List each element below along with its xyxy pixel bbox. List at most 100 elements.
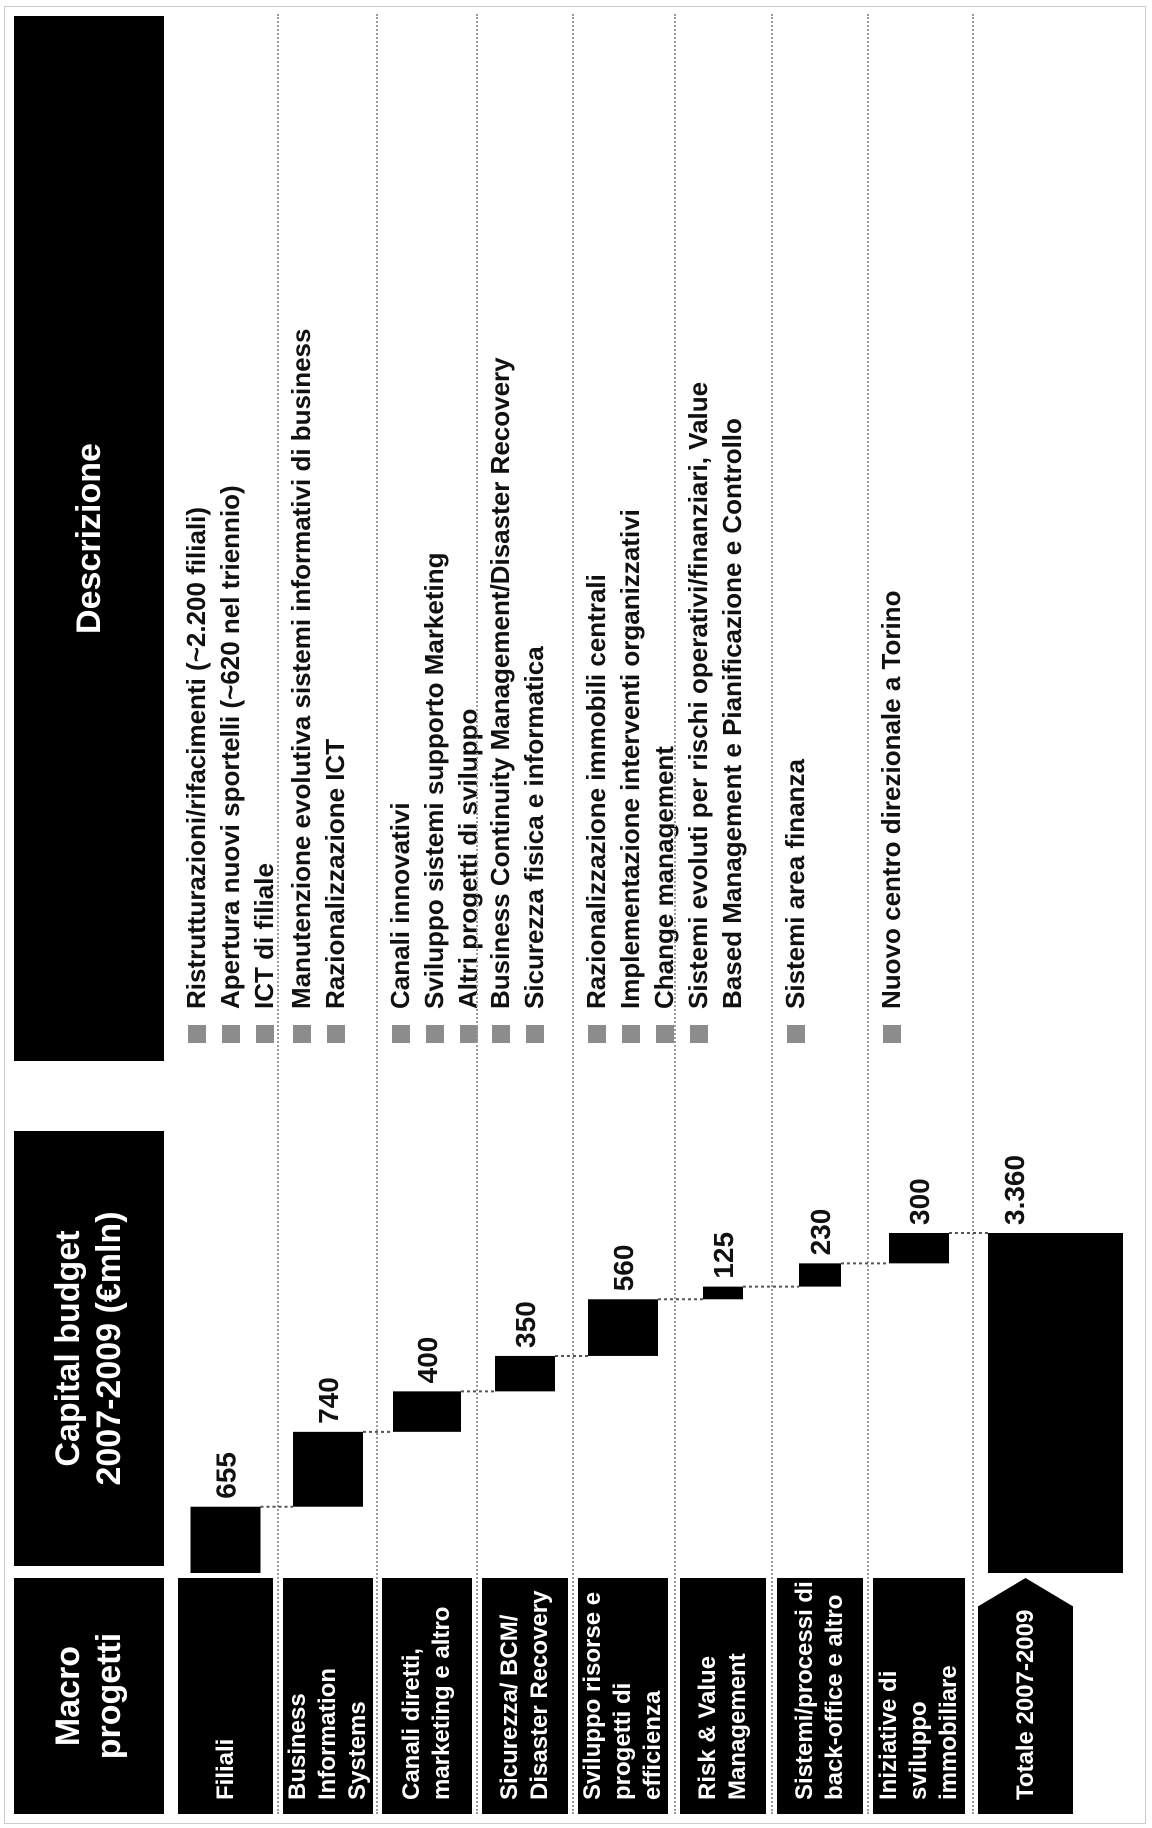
description-text: Change management xyxy=(648,746,679,1009)
description-text: Sistemi area finanza xyxy=(780,759,810,1009)
description-item: Razionalizzazione ICT xyxy=(319,20,353,1043)
description-text: Implementazione interventi organizzativi xyxy=(614,509,645,1009)
description-list: Business Continuity Management/Disaster … xyxy=(484,20,552,1043)
bullet-square-icon xyxy=(392,1025,410,1043)
value-label: 125 xyxy=(708,1232,739,1279)
description-text: Razionalizzazione ICT xyxy=(319,738,350,1009)
description-item: Ristrutturazioni/rifacimenti (~2.200 fil… xyxy=(180,20,214,1043)
bullet-square-icon xyxy=(188,1025,206,1043)
macro-label-line: Totale 2007-2009 xyxy=(1011,1609,1039,1800)
description-text: Manutenzione evolutiva sistemi informati… xyxy=(286,328,316,1009)
header-macro-label: Macro progetti xyxy=(49,1632,128,1760)
value-label: 560 xyxy=(608,1245,639,1292)
waterfall-chart: 655 740 400 350 560 125 230 300 3.360 xyxy=(190,1155,1123,1573)
description-text: Business Continuity Management/Disaster … xyxy=(485,357,515,1009)
description-item: Business Continuity Management/Disaster … xyxy=(484,20,518,1043)
description-text: Based Management e Pianificazione e Cont… xyxy=(716,418,747,1009)
header-capital-budget: Capital budget 2007-2009 (€mln) xyxy=(14,1131,164,1566)
macro-project-label: Business Information Systems xyxy=(283,1578,373,1814)
waterfall-bar xyxy=(799,1263,841,1287)
macro-project-label: Risk & Value Management xyxy=(680,1578,766,1814)
value-label: 350 xyxy=(510,1301,541,1348)
bullet-square-icon xyxy=(883,1025,901,1043)
waterfall-bar xyxy=(393,1391,461,1432)
bullet-square-icon xyxy=(425,1025,444,1043)
macro-project-label: Sicurezza/ BCM/Disaster Recovery xyxy=(482,1578,568,1814)
macro-label-line: Filiali xyxy=(211,1738,239,1800)
header-budget-line1: Capital budget xyxy=(49,1230,88,1467)
bullet-square-icon xyxy=(690,1025,708,1043)
waterfall-bar xyxy=(495,1355,555,1392)
total-bar xyxy=(988,1233,1123,1573)
bullet-square-icon xyxy=(621,1025,640,1043)
description-item: Change management xyxy=(648,20,682,1043)
description-text: Apertura nuovi sportelli (~620 nel trien… xyxy=(214,485,245,1009)
macro-label-line: marketing e altro xyxy=(428,1606,455,1800)
bullet-square-icon xyxy=(459,1025,478,1043)
description-list: Razionalizzazione immobili centrali Imple… xyxy=(580,20,681,1043)
macro-total-label: Totale 2007-2009 xyxy=(978,1578,1073,1814)
waterfall-bar xyxy=(703,1286,743,1300)
description-item: Canali innovativi xyxy=(384,20,418,1043)
description-list: Sistemi evoluti per rischi operativi/fin… xyxy=(682,20,750,1043)
macro-label-line: immobiliare xyxy=(935,1665,962,1800)
description-text: Altri progetti di sviluppo xyxy=(452,708,483,1009)
description-text: Razionalizzazione immobili centrali xyxy=(581,574,611,1009)
macro-label-line: Sistemi/processi di xyxy=(791,1581,818,1800)
macro-label-line: Disaster Recovery xyxy=(526,1590,553,1800)
waterfall-bar xyxy=(293,1431,363,1507)
bullet-square-icon xyxy=(221,1025,240,1043)
value-label: 300 xyxy=(904,1178,935,1225)
waterfall-bar xyxy=(588,1299,658,1356)
description-item: Sistemi area finanza xyxy=(779,20,813,1043)
macro-project-label: Sistemi/processi di back-office e altro xyxy=(777,1578,863,1814)
macro-project-label: Canali diretti, marketing e altro xyxy=(382,1578,472,1814)
macro-project-label: Sviluppo risorse e progetti di efficienza xyxy=(578,1578,668,1814)
bullet-square-icon xyxy=(525,1025,544,1043)
value-label: 400 xyxy=(412,1337,443,1384)
value-label: 655 xyxy=(211,1452,242,1499)
description-list: Ristrutturazioni/rifacimenti (~2.200 fil… xyxy=(180,20,281,1043)
description-text: Canali innovativi xyxy=(385,802,415,1009)
value-label: 740 xyxy=(313,1377,344,1424)
macro-label-line: Business Information xyxy=(284,1668,341,1800)
value-label: 230 xyxy=(805,1209,836,1256)
bullet-square-icon xyxy=(588,1025,606,1043)
description-item: Based Management e Pianificazione e Cont… xyxy=(716,20,750,1043)
description-list: Sistemi area finanza xyxy=(779,20,813,1043)
header-descr-label: Descrizione xyxy=(69,443,108,634)
description-text: Sicurezza fisica e informatica xyxy=(518,646,549,1009)
bullet-square-icon xyxy=(326,1025,345,1043)
macro-project-label: Filiali xyxy=(178,1578,273,1814)
value-label: 3.360 xyxy=(999,1155,1030,1225)
description-text: Sviluppo sistemi supporto Marketing xyxy=(418,552,449,1010)
macro-project-label: Iniziative di sviluppo immobiliare xyxy=(873,1578,965,1814)
description-item: Nuovo centro direzionale a Torino xyxy=(875,20,909,1043)
description-item: Sviluppo sistemi supporto Marketing xyxy=(418,20,452,1043)
bullet-square-icon xyxy=(787,1025,805,1043)
description-text: Ristrutturazioni/rifacimenti (~2.200 fil… xyxy=(181,506,211,1009)
macro-label-line: Management xyxy=(724,1653,751,1800)
description-item: Implementazione interventi organizzativi xyxy=(614,20,648,1043)
header-macro-progetti: Macro progetti xyxy=(14,1578,164,1814)
macro-label-line: Sviluppo risorse e xyxy=(579,1591,606,1800)
description-item: Apertura nuovi sportelli (~620 nel trien… xyxy=(214,20,248,1043)
macro-label-line: Risk & Value xyxy=(694,1655,721,1800)
macro-label-line: Sicurezza/ BCM/ xyxy=(496,1614,523,1800)
description-list: Manutenzione evolutiva sistemi informati… xyxy=(285,20,353,1043)
waterfall-bar xyxy=(889,1233,949,1264)
waterfall-bar xyxy=(190,1506,261,1573)
macro-label-line: Canali diretti, xyxy=(398,1647,425,1800)
bullet-square-icon xyxy=(293,1025,311,1043)
header-descrizione: Descrizione xyxy=(14,16,164,1061)
macro-label-line: Iniziative di sviluppo xyxy=(875,1670,932,1800)
description-list: Nuovo centro direzionale a Torino xyxy=(875,20,909,1043)
macro-label-line: progetti di efficienza xyxy=(609,1682,666,1800)
bullet-square-icon xyxy=(255,1025,274,1043)
description-item: Razionalizzazione immobili centrali xyxy=(580,20,614,1043)
description-item: Sistemi evoluti per rischi operativi/fin… xyxy=(682,20,716,1043)
description-item: Manutenzione evolutiva sistemi informati… xyxy=(285,20,319,1043)
description-text: Nuovo centro direzionale a Torino xyxy=(876,590,906,1009)
macro-label-line: back-office e altro xyxy=(821,1594,848,1800)
